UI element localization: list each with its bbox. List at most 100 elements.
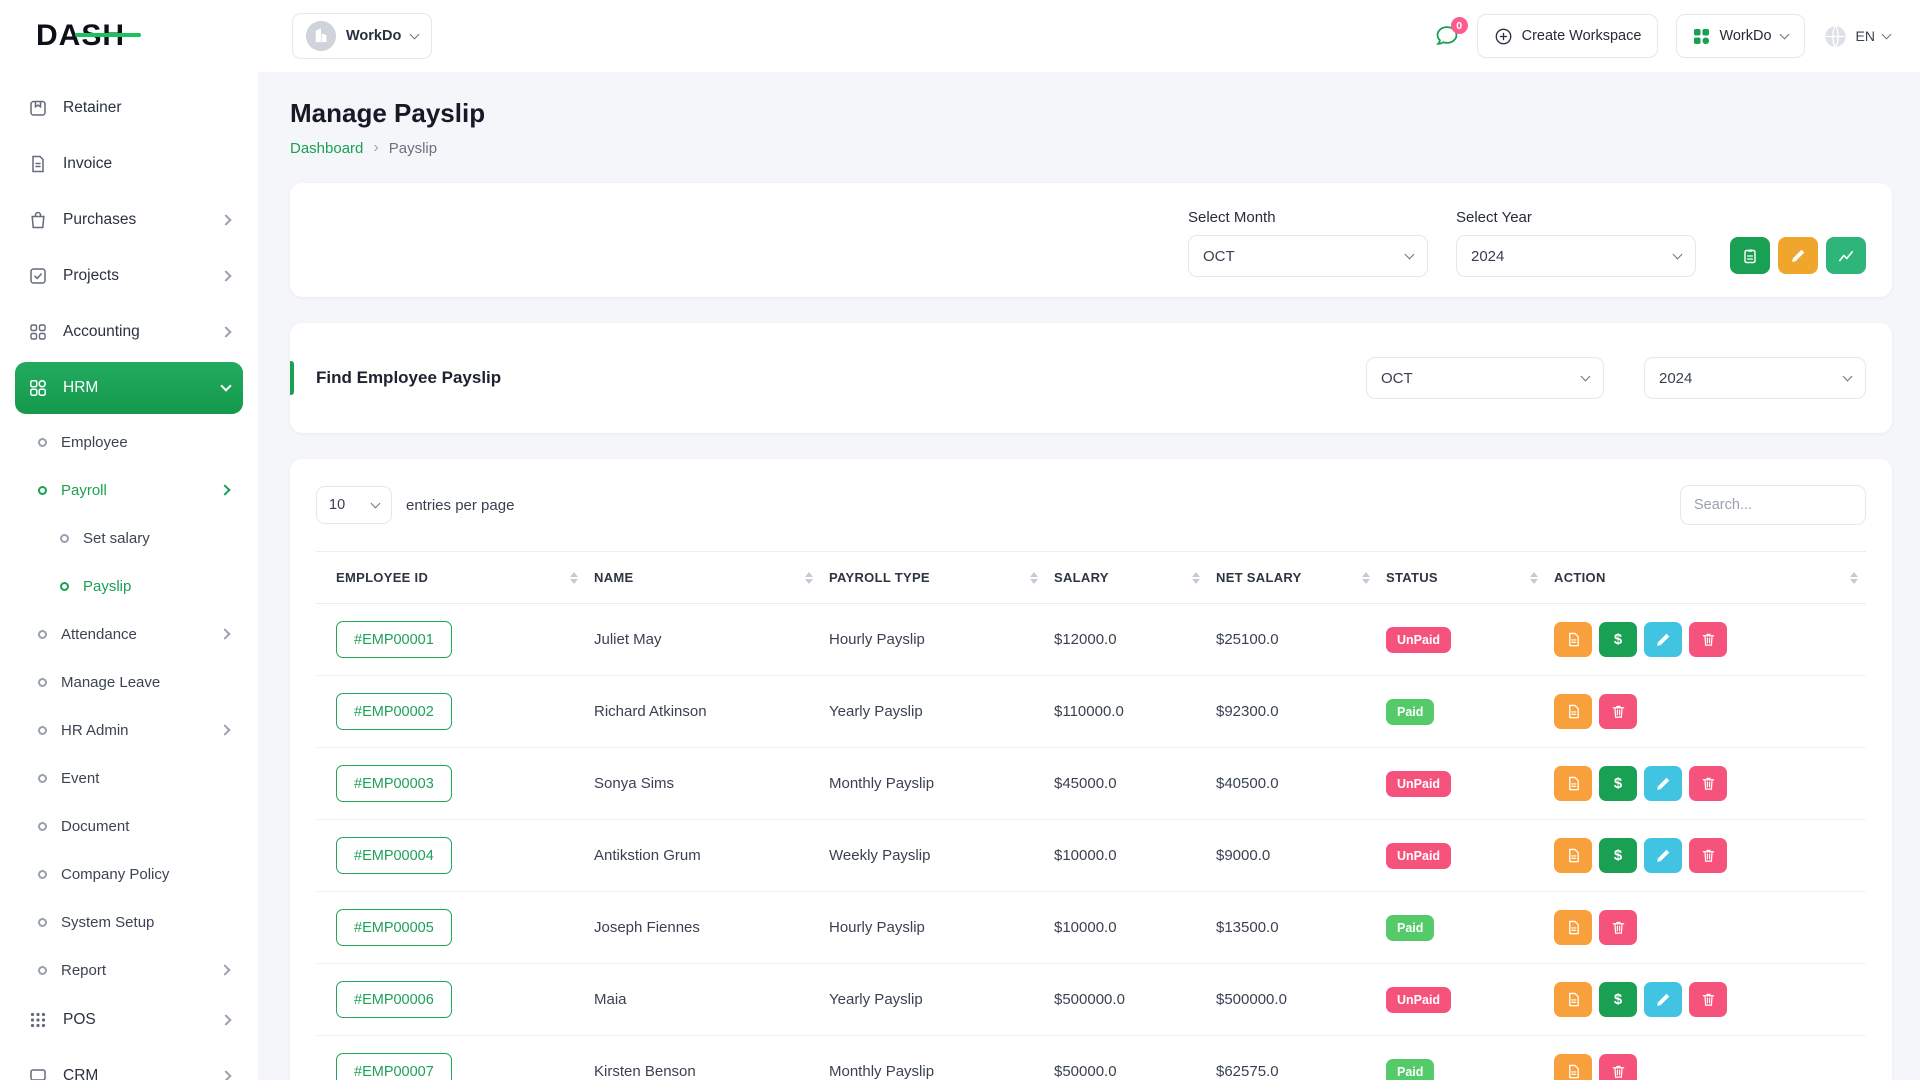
edit-button[interactable] [1644, 838, 1682, 873]
entries-per-page-select[interactable]: 10 [316, 486, 392, 524]
pay-button[interactable]: $ [1599, 766, 1637, 801]
employee-id-button[interactable]: #EMP00005 [336, 909, 452, 946]
find-month-select[interactable]: OCT [1366, 357, 1604, 399]
sidebar-item-event[interactable]: Event [15, 754, 243, 802]
find-year-select[interactable]: 2024 [1644, 357, 1866, 399]
sidebar-item-label: HR Admin [61, 721, 129, 739]
sidebar-item-projects[interactable]: Projects [15, 250, 243, 302]
workspace-selector[interactable]: WorkDo [292, 13, 433, 59]
search-input[interactable] [1680, 485, 1866, 525]
find-year-value: 2024 [1659, 369, 1693, 387]
employee-id-button[interactable]: #EMP00001 [336, 621, 452, 658]
payslip-button[interactable] [1554, 982, 1592, 1017]
employee-id-button[interactable]: #EMP00006 [336, 981, 452, 1018]
sort-icon[interactable] [1530, 571, 1538, 584]
sidebar-item-document[interactable]: Document [15, 802, 243, 850]
column-header-salary[interactable]: SALARY [1046, 551, 1208, 604]
globe-icon [1824, 25, 1846, 47]
sidebar-item-attendance[interactable]: Attendance [15, 610, 243, 658]
sidebar-item-employee[interactable]: Employee [15, 418, 243, 466]
sidebar-item-hrm[interactable]: HRM [15, 362, 243, 414]
pay-button[interactable]: $ [1599, 982, 1637, 1017]
delete-button[interactable] [1689, 982, 1727, 1017]
messages-button[interactable]: 0 [1435, 17, 1468, 48]
sidebar-item-retainer[interactable]: Retainer [15, 82, 243, 134]
dash-logo: DASH [36, 19, 142, 52]
column-header-employee-id[interactable]: EMPLOYEE ID [316, 551, 586, 604]
workspace-menu-button[interactable]: WorkDo [1676, 14, 1805, 58]
sort-icon[interactable] [1362, 571, 1370, 584]
column-header-name[interactable]: NAME [586, 551, 821, 604]
sidebar-item-report[interactable]: Report [15, 946, 243, 994]
sort-icon[interactable] [1030, 571, 1038, 584]
delete-button[interactable] [1599, 1054, 1637, 1080]
pay-button[interactable]: $ [1599, 622, 1637, 657]
payslip-button[interactable] [1554, 1054, 1592, 1080]
sidebar-item-pos[interactable]: POS [15, 994, 243, 1046]
employee-id-button[interactable]: #EMP00003 [336, 765, 452, 802]
sidebar-item-payroll[interactable]: Payroll [15, 466, 243, 514]
breadcrumb-dashboard-link[interactable]: Dashboard [290, 139, 364, 157]
generate-payslip-button[interactable] [1730, 237, 1770, 274]
employee-id-button[interactable]: #EMP00002 [336, 693, 452, 730]
entries-per-page-label: entries per page [406, 496, 515, 514]
edit-payslip-button[interactable] [1778, 237, 1818, 274]
sidebar-item-purchases[interactable]: Purchases [15, 194, 243, 246]
payslip-button[interactable] [1554, 838, 1592, 873]
column-header-action[interactable]: ACTION [1546, 551, 1866, 604]
chevron-right-icon [220, 1014, 232, 1026]
status-badge: UnPaid [1386, 842, 1452, 869]
payslip-button[interactable] [1554, 622, 1592, 657]
column-header-payroll-type[interactable]: PAYROLL TYPE [821, 551, 1046, 604]
file-icon [1568, 776, 1579, 791]
edit-button[interactable] [1644, 622, 1682, 657]
sidebar-item-company-policy[interactable]: Company Policy [15, 850, 243, 898]
chevron-down-icon [1779, 29, 1789, 39]
circle-bullet-icon [38, 677, 47, 687]
employee-id-button[interactable]: #EMP00004 [336, 837, 452, 874]
sidebar-item-system-setup[interactable]: System Setup [15, 898, 243, 946]
brand-area: DASH [0, 19, 258, 53]
delete-button[interactable] [1689, 766, 1727, 801]
sidebar-item-accounting[interactable]: Accounting [15, 306, 243, 358]
payslip-button[interactable] [1554, 910, 1592, 945]
delete-button[interactable] [1599, 694, 1637, 729]
circle-bullet-icon [38, 965, 47, 975]
grid-icon [1694, 28, 1710, 44]
payslip-button[interactable] [1554, 694, 1592, 729]
sidebar-item-payslip[interactable]: Payslip [15, 562, 243, 610]
net-salary: $9000.0 [1208, 819, 1378, 892]
status-badge: Paid [1386, 698, 1435, 725]
sidebar-item-hr-admin[interactable]: HR Admin [15, 706, 243, 754]
edit-button[interactable] [1644, 982, 1682, 1017]
pay-button[interactable]: $ [1599, 838, 1637, 873]
sidebar-item-set-salary[interactable]: Set salary [15, 514, 243, 562]
net-salary: $25100.0 [1208, 603, 1378, 676]
export-report-button[interactable] [1826, 237, 1866, 274]
find-payslip-card: Find Employee Payslip OCT 2024 [290, 323, 1892, 433]
sort-icon[interactable] [1192, 571, 1200, 584]
payslip-button[interactable] [1554, 766, 1592, 801]
edit-button[interactable] [1644, 766, 1682, 801]
delete-button[interactable] [1599, 910, 1637, 945]
chevron-down-icon [409, 29, 420, 39]
delete-button[interactable] [1689, 622, 1727, 657]
column-header-status[interactable]: STATUS [1378, 551, 1546, 604]
create-workspace-button[interactable]: Create Workspace [1476, 14, 1659, 58]
sidebar-item-crm[interactable]: CRM [15, 1050, 243, 1080]
row-actions: $ [1554, 622, 1858, 657]
language-selector[interactable]: EN [1823, 24, 1892, 49]
sort-icon[interactable] [570, 571, 578, 584]
month-select[interactable]: OCT [1188, 235, 1428, 277]
sidebar-item-label: Company Policy [61, 865, 170, 883]
year-select[interactable]: 2024 [1456, 235, 1696, 277]
sort-icon[interactable] [1850, 571, 1858, 584]
sidebar-item-invoice[interactable]: Invoice [15, 138, 243, 190]
table-row: #EMP00003 Sonya Sims Monthly Payslip $45… [316, 747, 1866, 820]
sidebar-item-manage-leave[interactable]: Manage Leave [15, 658, 243, 706]
sort-icon[interactable] [805, 571, 813, 584]
pencil-icon [1656, 777, 1669, 790]
column-header-net-salary[interactable]: NET SALARY [1208, 551, 1378, 604]
delete-button[interactable] [1689, 838, 1727, 873]
employee-id-button[interactable]: #EMP00007 [336, 1053, 452, 1080]
